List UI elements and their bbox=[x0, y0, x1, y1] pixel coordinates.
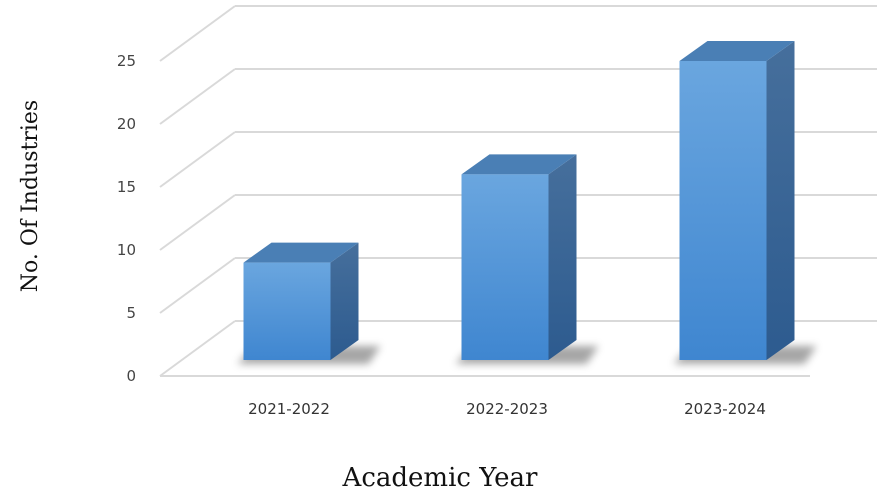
y-axis-title: No. Of Industries bbox=[18, 100, 43, 292]
bar bbox=[455, 154, 599, 364]
y-tick-label: 5 bbox=[126, 304, 136, 322]
bars bbox=[237, 41, 817, 364]
y-tick-label: 0 bbox=[126, 367, 136, 385]
x-category-label: 2021-2022 bbox=[248, 400, 330, 418]
x-axis-title: Academic Year bbox=[342, 463, 538, 493]
bar bbox=[237, 242, 381, 364]
y-tick-label: 15 bbox=[117, 178, 136, 196]
x-axis-categories: 2021-2022 2022-2023 2023-2024 bbox=[248, 400, 766, 418]
bar bbox=[673, 41, 817, 364]
y-axis-ticks: 0 5 10 15 20 25 bbox=[117, 52, 136, 385]
y-tick-label: 20 bbox=[117, 115, 136, 133]
x-category-label: 2022-2023 bbox=[466, 400, 548, 418]
y-tick-label: 10 bbox=[117, 241, 136, 259]
y-tick-label: 25 bbox=[117, 52, 136, 70]
x-category-label: 2023-2024 bbox=[684, 400, 766, 418]
gridline bbox=[159, 5, 877, 62]
